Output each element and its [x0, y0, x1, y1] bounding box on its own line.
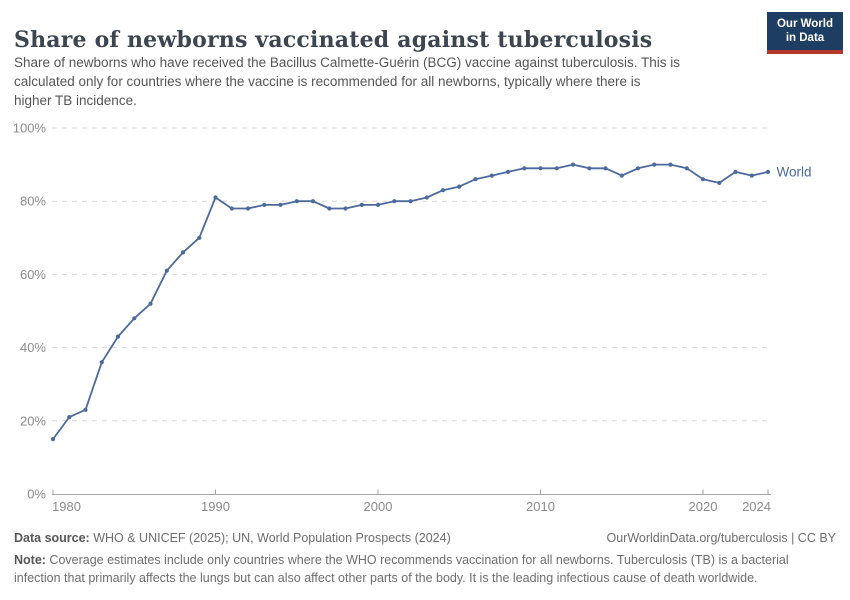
y-axis-tick-label: 100% [13, 121, 47, 136]
data-point[interactable] [733, 169, 738, 174]
data-point[interactable] [180, 250, 186, 255]
chart-note: Note: Coverage estimates include only co… [14, 551, 836, 587]
data-point[interactable] [278, 202, 283, 207]
data-point[interactable] [652, 162, 657, 167]
data-point[interactable] [67, 415, 72, 420]
data-point[interactable] [310, 199, 316, 204]
data-point[interactable] [343, 206, 348, 211]
subtitle-line: Share of newborns who have received the … [14, 55, 681, 70]
data-source: Data source: WHO & UNICEF (2025); UN, Wo… [14, 531, 451, 545]
data-point[interactable] [700, 177, 706, 182]
subtitle-line: higher TB incidence. [14, 93, 137, 108]
data-point[interactable] [213, 195, 218, 200]
line-chart-plot-area[interactable]: 0% 20% 40% 60% 80% 100% 1980 1990 2000 2010 2020 20… [0, 113, 850, 525]
note-line: Coverage estimates include only countrie… [45, 553, 789, 567]
data-point[interactable] [245, 206, 251, 211]
data-point[interactable] [132, 316, 137, 321]
note-line: infection that primarily affects the lun… [14, 571, 758, 585]
data-point[interactable] [717, 180, 722, 185]
y-axis-tick-label: 80% [20, 194, 46, 209]
owid-logo-line2: in Data [785, 31, 825, 44]
chart-subtitle: Share of newborns who have received the … [14, 53, 774, 110]
y-axis-tick-label: 0% [27, 487, 46, 502]
data-point[interactable] [749, 173, 754, 178]
chart-footer: Data source: WHO & UNICEF (2025); UN, Wo… [14, 531, 836, 587]
x-axis-tick-label: 2020 [689, 499, 718, 514]
data-point[interactable] [603, 166, 608, 171]
data-point[interactable] [635, 166, 641, 171]
data-source-label: Data source: [14, 531, 90, 545]
owid-logo-line1: Our World [776, 18, 833, 30]
data-point[interactable] [359, 202, 364, 207]
series-end-label[interactable]: World [777, 164, 812, 179]
x-axis-tick-label: 1990 [201, 499, 230, 514]
y-axis-tick-label: 40% [20, 340, 46, 355]
data-point[interactable] [148, 301, 153, 306]
data-point[interactable] [473, 177, 478, 182]
data-point[interactable] [570, 162, 576, 167]
data-point[interactable] [668, 162, 673, 167]
data-point[interactable] [83, 407, 88, 412]
data-point[interactable] [197, 235, 202, 240]
owid-logo[interactable]: Our World in Data [767, 12, 843, 54]
data-point[interactable] [164, 268, 169, 273]
data-point[interactable] [115, 334, 121, 339]
data-point[interactable] [229, 206, 234, 211]
y-axis-tick-label: 60% [20, 267, 46, 282]
x-axis-tick-label: 2000 [364, 499, 393, 514]
series-line[interactable] [52, 163, 769, 441]
page-title: Share of newborns vaccinated against tub… [14, 26, 653, 53]
data-point[interactable] [327, 206, 332, 211]
data-point[interactable] [765, 169, 771, 174]
data-point[interactable] [619, 173, 624, 178]
data-point[interactable] [538, 166, 543, 171]
data-point[interactable] [262, 202, 267, 207]
data-point[interactable] [554, 166, 559, 171]
data-point[interactable] [684, 166, 689, 171]
data-point[interactable] [294, 199, 299, 204]
x-axis-tick-label: 1980 [52, 499, 81, 514]
data-point[interactable] [424, 195, 429, 200]
data-point[interactable] [457, 184, 462, 189]
data-point[interactable] [375, 202, 381, 207]
data-point[interactable] [99, 360, 104, 365]
y-axis-tick-label: 20% [20, 413, 46, 428]
data-point[interactable] [408, 199, 413, 204]
subtitle-line: calculated only for countries where the … [14, 74, 641, 89]
data-point[interactable] [587, 166, 592, 171]
data-point[interactable] [50, 437, 56, 442]
x-axis-tick-label: 2010 [526, 499, 555, 514]
data-point[interactable] [489, 173, 494, 178]
data-source-text: WHO & UNICEF (2025); UN, World Populatio… [89, 531, 451, 545]
note-label: Note: [14, 553, 46, 567]
license-link[interactable]: OurWorldinData.org/tuberculosis | CC BY [606, 531, 837, 545]
data-point[interactable] [505, 169, 511, 174]
data-point[interactable] [392, 199, 397, 204]
x-axis-tick-label: 2024 [742, 499, 771, 514]
data-point[interactable] [522, 166, 527, 171]
data-point[interactable] [440, 188, 446, 193]
